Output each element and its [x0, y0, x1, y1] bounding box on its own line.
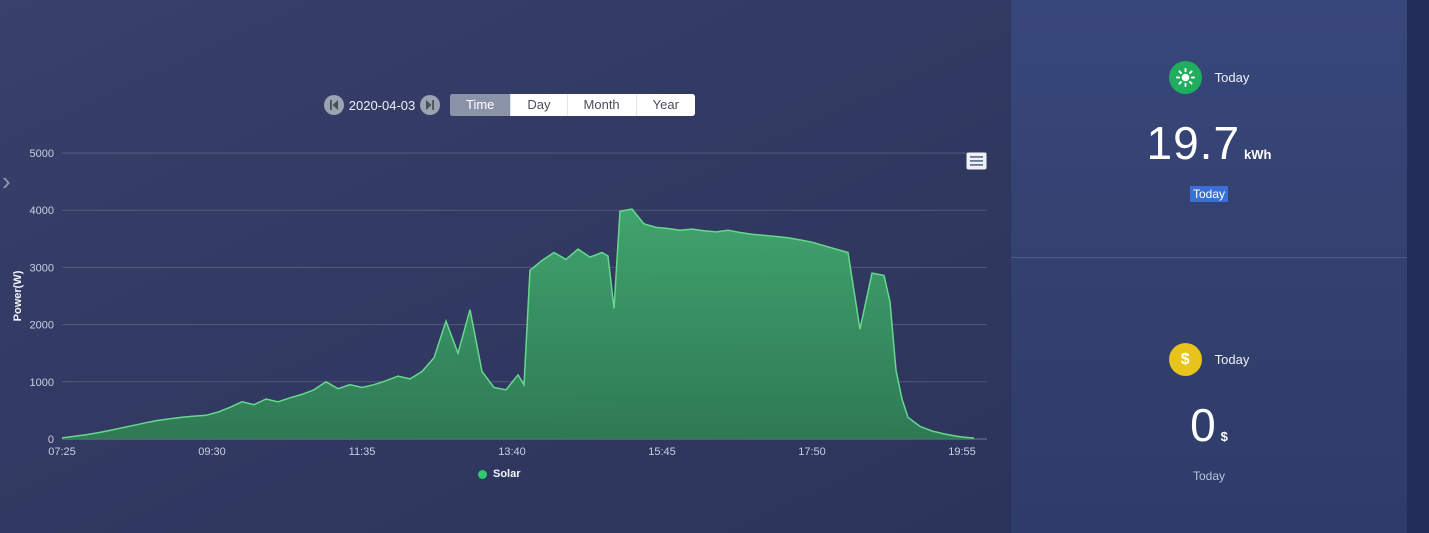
revenue-value-row: 0 $ [1011, 398, 1407, 452]
energy-badge: Today [1214, 70, 1250, 85]
tab-year[interactable]: Year [636, 94, 695, 116]
chart-panel: › 2020-04-03 Time Day Month Year [0, 0, 1010, 533]
skip-next-icon [426, 100, 434, 110]
data-view-icon [966, 152, 987, 170]
x-tick-label: 13:40 [498, 446, 526, 458]
x-tick-label: 15:45 [648, 446, 676, 458]
panel-divider [1011, 257, 1407, 258]
legend-dot-icon [478, 469, 487, 479]
energy-value-row: 19.7 kWh [1011, 116, 1407, 170]
sun-icon [1168, 61, 1202, 94]
previous-date-button[interactable] [324, 95, 344, 115]
solar-area-fill [62, 209, 974, 439]
y-tick-label: 2000 [30, 320, 54, 332]
y-tick-label: 5000 [30, 148, 54, 160]
revenue-card-header: $ Today [1011, 343, 1407, 376]
solar-area-chart: 0 1000 2000 3000 4000 5000 07:25 09:30 11:35 13:4… [30, 148, 987, 458]
x-tick-label: 11:35 [349, 446, 376, 458]
y-tick-label: 3000 [30, 262, 54, 274]
tab-time[interactable]: Time [450, 94, 512, 116]
energy-value: 19.7 [1146, 117, 1241, 169]
tab-month[interactable]: Month [567, 94, 637, 116]
stats-panel: Today 19.7 kWh Today $ Today 0 $ Today [1010, 0, 1407, 533]
revenue-caption-row: Today [1011, 469, 1407, 483]
revenue-today-card: $ Today 0 $ Today [1011, 257, 1407, 533]
data-view-button[interactable] [966, 152, 987, 170]
tab-day[interactable]: Day [511, 94, 568, 116]
y-tick-label: 0 [48, 434, 54, 446]
legend-label: Solar [493, 468, 521, 480]
energy-caption: Today [1189, 186, 1229, 202]
revenue-unit: $ [1220, 429, 1228, 444]
x-tick-label: 09:30 [198, 446, 226, 458]
energy-card-header: Today [1011, 61, 1407, 94]
revenue-value: 0 [1190, 399, 1217, 451]
expand-drawer-chevron[interactable]: › [2, 166, 11, 196]
y-tick-label: 1000 [30, 377, 54, 389]
next-date-button[interactable] [420, 95, 440, 115]
energy-unit: kWh [1244, 147, 1272, 162]
x-tick-label: 17:50 [798, 446, 826, 458]
x-tick-label: 19:55 [948, 446, 976, 458]
skip-previous-icon [330, 100, 338, 110]
revenue-badge: Today [1214, 352, 1250, 367]
solar-line [61, 208, 975, 439]
y-tick-label: 4000 [30, 205, 54, 217]
right-edge-panel[interactable] [1407, 0, 1429, 533]
energy-today-card: Today 19.7 kWh Today [1011, 0, 1407, 257]
revenue-caption: Today [1192, 469, 1226, 483]
chart-legend-solar[interactable]: Solar [478, 468, 521, 480]
date-label[interactable]: 2020-04-03 [348, 98, 416, 113]
x-tick-label: 07:25 [48, 446, 76, 458]
period-tabs: Time Day Month Year [450, 94, 695, 116]
dollar-icon: $ [1168, 343, 1202, 376]
energy-caption-row: Today [1011, 186, 1407, 202]
